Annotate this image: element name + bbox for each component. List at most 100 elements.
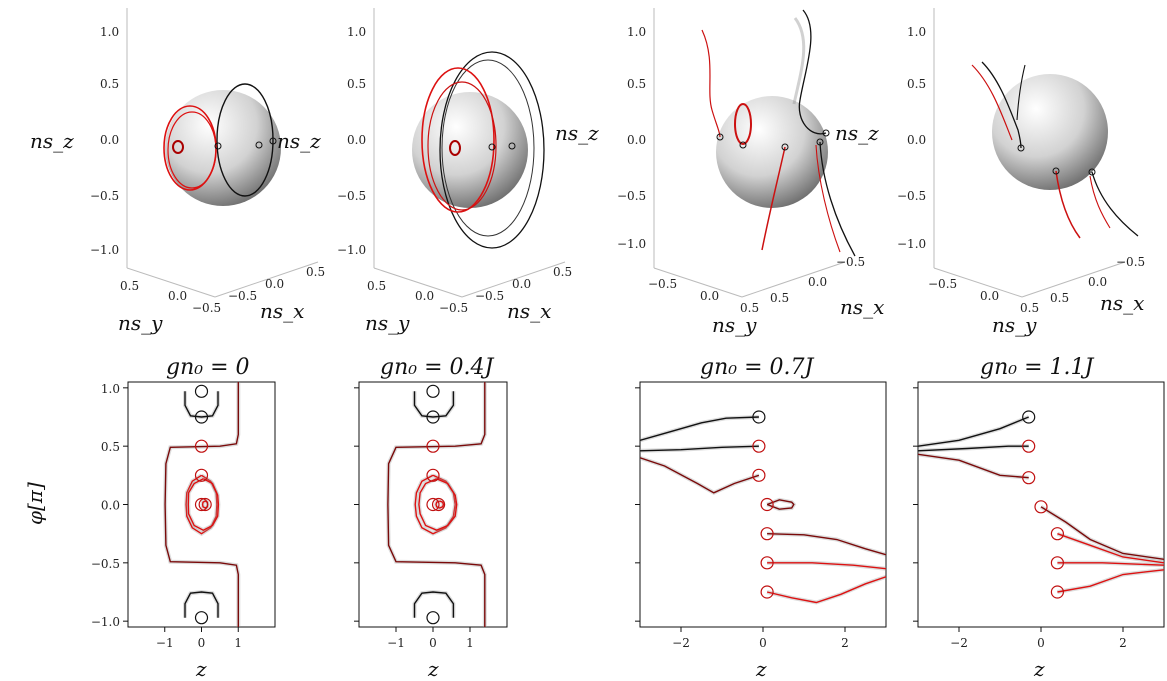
initial-state-marker bbox=[488, 143, 496, 151]
y-axis-label: ns_y bbox=[712, 313, 757, 337]
y-axis-label: φ[π] bbox=[23, 482, 47, 525]
z-axis-label: ns_z bbox=[277, 129, 321, 153]
y-tick-label: 0.0 bbox=[980, 289, 999, 303]
x-tick-label: −0.5 bbox=[228, 289, 257, 303]
data-marks bbox=[385, 382, 487, 627]
z-tick-label: −0.5 bbox=[617, 189, 646, 203]
x-axis-label: ns_x bbox=[507, 299, 551, 323]
trajectory-line bbox=[918, 453, 1029, 479]
z-tick-label: −1.0 bbox=[90, 243, 119, 257]
y-tick-label: −0.5 bbox=[439, 301, 468, 315]
y-tick-label: 0.5 bbox=[120, 279, 139, 293]
z-tick-label: 0.0 bbox=[907, 133, 926, 147]
z-tick-label: 0.0 bbox=[100, 133, 119, 147]
initial-state-marker bbox=[1022, 471, 1036, 485]
initial-state-marker bbox=[752, 410, 766, 424]
x-axis-label: z bbox=[427, 657, 439, 681]
trajectory-red bbox=[701, 29, 721, 138]
bloch-sphere bbox=[716, 96, 828, 208]
initial-state-marker bbox=[1050, 556, 1065, 570]
y-tick-label: −1.0 bbox=[91, 615, 120, 629]
x-tick-label: 1 bbox=[466, 636, 474, 650]
trajectory-red-loop bbox=[734, 103, 752, 145]
y-tick-label: 0.0 bbox=[700, 289, 719, 303]
z-tick-label: 1.0 bbox=[907, 25, 926, 39]
data-marks bbox=[163, 382, 241, 627]
y-tick-label: 0.0 bbox=[168, 289, 187, 303]
x-axis-label: z bbox=[755, 657, 767, 681]
z-tick-label: 1.0 bbox=[627, 25, 646, 39]
trajectory-red bbox=[1055, 170, 1081, 239]
x-tick-label: −1 bbox=[387, 636, 405, 650]
trajectory-red bbox=[815, 144, 841, 253]
initial-state-marker bbox=[426, 410, 440, 424]
z-axis-spine bbox=[653, 8, 846, 298]
panel-title: gn₀ = 0.4J bbox=[380, 355, 494, 380]
phase-panel-3: gn₀ = 0.7J −2 0 2 z bbox=[635, 355, 887, 681]
initial-state-marker bbox=[426, 611, 440, 625]
initial-state-marker bbox=[1050, 585, 1065, 599]
x-tick-label: −0.5 bbox=[836, 255, 865, 269]
trajectory-black bbox=[441, 59, 535, 237]
z-axis-spine bbox=[373, 8, 566, 298]
trajectory-spread bbox=[183, 589, 220, 618]
trajectory-line bbox=[766, 499, 795, 510]
trajectory-red bbox=[1089, 175, 1111, 229]
trajectory-line bbox=[640, 416, 759, 441]
initial-state-marker bbox=[194, 410, 209, 424]
y-tick-label: −0.5 bbox=[91, 557, 120, 571]
initial-state-marker bbox=[1022, 439, 1036, 453]
y-tick-label: −0.5 bbox=[192, 301, 221, 315]
bloch-sphere bbox=[412, 92, 528, 208]
trajectory-line bbox=[387, 382, 486, 627]
sphere-panel-4: 1.0 0.5 0.0 −0.5 −1.0 −0.5 0.0 0.5 0.5 0… bbox=[835, 8, 1145, 337]
x-tick-label: 0 bbox=[1037, 636, 1045, 650]
phase-panel-4: gn₀ = 1.1J −2 0 2 z bbox=[913, 355, 1165, 681]
z-axis-spine bbox=[126, 8, 319, 298]
trajectory-line bbox=[413, 391, 455, 418]
trajectory-line bbox=[1057, 562, 1164, 566]
y-tick-label: −0.5 bbox=[648, 277, 677, 291]
y-axis-label: ns_y bbox=[365, 311, 410, 335]
x-tick-label: −2 bbox=[672, 636, 690, 650]
x-tick-label: −0.5 bbox=[1116, 255, 1145, 269]
x-tick-label: 2 bbox=[1119, 636, 1127, 650]
trajectory-line bbox=[413, 591, 455, 618]
trajectory-black bbox=[798, 9, 827, 135]
initial-state-marker bbox=[255, 141, 263, 149]
initial-state-marker bbox=[198, 497, 212, 512]
y-tick-label: 0.0 bbox=[101, 499, 120, 513]
panel-title: gn₀ = 1.1J bbox=[980, 355, 1094, 380]
y-tick-label: −0.5 bbox=[928, 277, 957, 291]
x-tick-label: 0.5 bbox=[553, 265, 572, 279]
x-axis-label: ns_x bbox=[1100, 291, 1144, 315]
initial-state-marker bbox=[426, 468, 440, 482]
x-tick-label: −1 bbox=[156, 636, 174, 650]
z-tick-label: −1.0 bbox=[617, 237, 646, 251]
initial-state-marker bbox=[1052, 167, 1060, 175]
initial-state-marker bbox=[752, 439, 766, 453]
axis-ticks: −1 0 1 −1.0 −0.5 0.0 0.5 1.0 bbox=[91, 382, 242, 650]
z-tick-label: −0.5 bbox=[337, 189, 366, 203]
initial-state-marker bbox=[194, 611, 209, 625]
z-tick-label: −1.0 bbox=[897, 237, 926, 251]
bloch-sphere bbox=[992, 74, 1108, 190]
x-tick-label: 0.0 bbox=[808, 275, 827, 289]
x-axis-label: z bbox=[195, 657, 207, 681]
z-tick-label: −0.5 bbox=[897, 189, 926, 203]
trajectory-spread bbox=[767, 531, 886, 557]
x-axis-label: ns_x bbox=[840, 295, 884, 319]
panel-title: gn₀ = 0 bbox=[166, 355, 250, 380]
trajectory-line bbox=[767, 533, 886, 556]
x-tick-label: 0.5 bbox=[306, 265, 325, 279]
trajectory-black bbox=[439, 51, 545, 249]
trajectory-line bbox=[184, 591, 219, 618]
trajectory-line bbox=[418, 478, 458, 531]
initial-state-marker bbox=[816, 138, 824, 146]
trajectory-spread bbox=[918, 415, 1030, 449]
trajectory-spread bbox=[640, 415, 759, 443]
sphere-panel-1: 1.0 0.5 0.0 −0.5 −1.0 0.5 0.0 −0.5 −0.5 … bbox=[30, 8, 325, 335]
x-axis-label: ns_x bbox=[260, 299, 304, 323]
bloch-sphere bbox=[165, 90, 281, 206]
